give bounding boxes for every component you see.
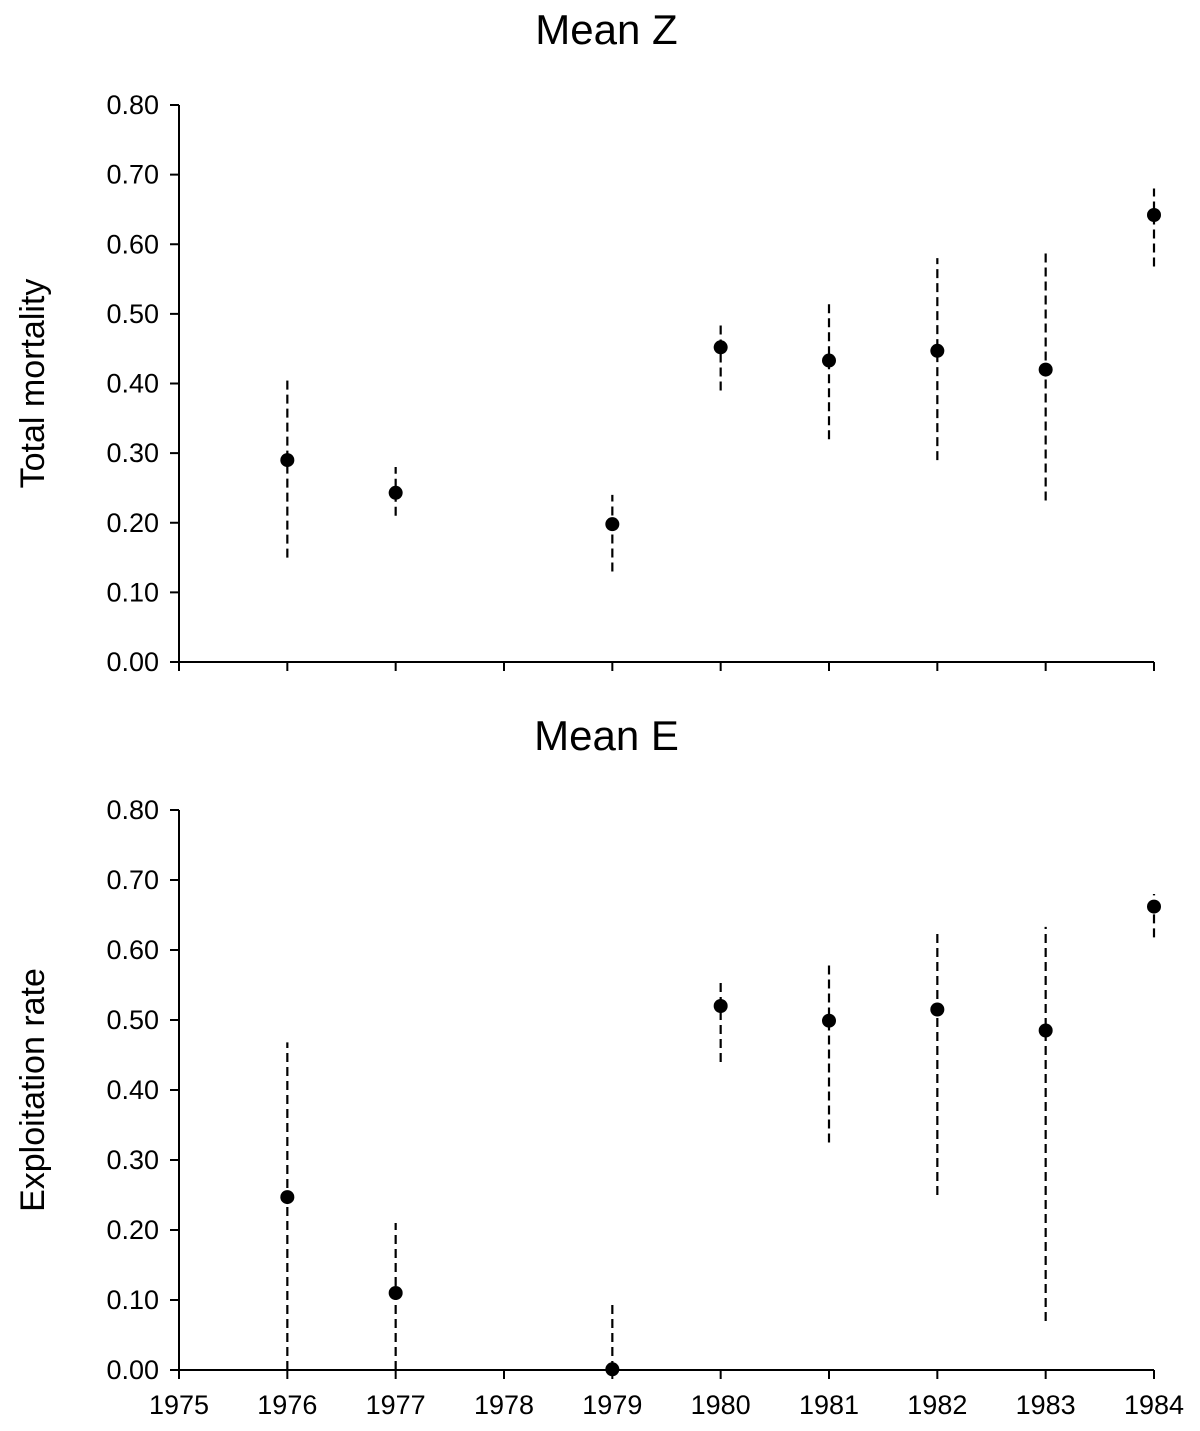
data-point — [1038, 1023, 1053, 1038]
y-tick-label: 0.10 — [106, 1285, 159, 1315]
chart-title: Mean Z — [535, 6, 677, 53]
x-tick-label: 1980 — [691, 1390, 751, 1420]
x-tick-label: 1982 — [907, 1390, 967, 1420]
y-tick-label: 0.00 — [106, 1355, 159, 1385]
x-tick-label: 1975 — [149, 1390, 209, 1420]
data-point — [713, 999, 728, 1013]
y-tick-label: 0.70 — [106, 865, 159, 895]
y-tick-label: 0.20 — [106, 508, 159, 538]
data-point — [388, 485, 403, 500]
data-point — [1147, 208, 1161, 223]
panel-mean-z: Mean Z Total mortality 0.00 0.10 0.20 0.30 0.4… — [14, 6, 1161, 677]
x-tick-label: 1983 — [1016, 1390, 1076, 1420]
y-tick-label: 0.60 — [106, 935, 159, 965]
y-axis-label: Total mortality — [14, 279, 52, 489]
data-point — [388, 1286, 403, 1300]
data-point — [930, 343, 945, 358]
y-tick-label: 0.30 — [106, 1145, 159, 1175]
y-tick-label: 0.80 — [106, 795, 159, 825]
data-point — [1038, 362, 1053, 377]
data-point — [930, 1002, 945, 1017]
x-tick-label: 1984 — [1124, 1390, 1184, 1420]
data-point — [280, 1190, 295, 1205]
data-point — [713, 340, 728, 355]
y-tick-label: 0.40 — [106, 369, 159, 399]
panel-mean-e: Mean E Exploitation rate 0.00 0.10 0.20 0.30 0… — [14, 712, 1184, 1420]
y-tick-label: 0.50 — [106, 299, 159, 329]
y-tick-label: 0.50 — [106, 1005, 159, 1035]
y-tick-label: 0.60 — [106, 229, 159, 259]
y-axis-label: Exploitation rate — [14, 968, 52, 1212]
y-tick-label: 0.30 — [106, 438, 159, 468]
y-tick-label: 0.00 — [106, 647, 159, 677]
x-tick-label: 1978 — [474, 1390, 534, 1420]
x-tick-label: 1981 — [799, 1390, 859, 1420]
data-point — [280, 453, 295, 468]
chart-title: Mean E — [534, 712, 679, 759]
y-tick-label: 0.80 — [106, 90, 159, 120]
x-tick-label: 1979 — [582, 1390, 642, 1420]
data-point — [605, 517, 620, 532]
x-tick-label: 1976 — [257, 1390, 317, 1420]
y-tick-label: 0.10 — [106, 577, 159, 607]
y-tick-label: 0.70 — [106, 160, 159, 190]
data-point — [822, 353, 836, 368]
data-point — [1147, 899, 1161, 914]
x-tick-label: 1977 — [366, 1390, 426, 1420]
y-tick-label: 0.20 — [106, 1215, 159, 1245]
y-tick-label: 0.40 — [106, 1075, 159, 1105]
data-point — [605, 1362, 620, 1377]
data-point — [822, 1013, 836, 1028]
